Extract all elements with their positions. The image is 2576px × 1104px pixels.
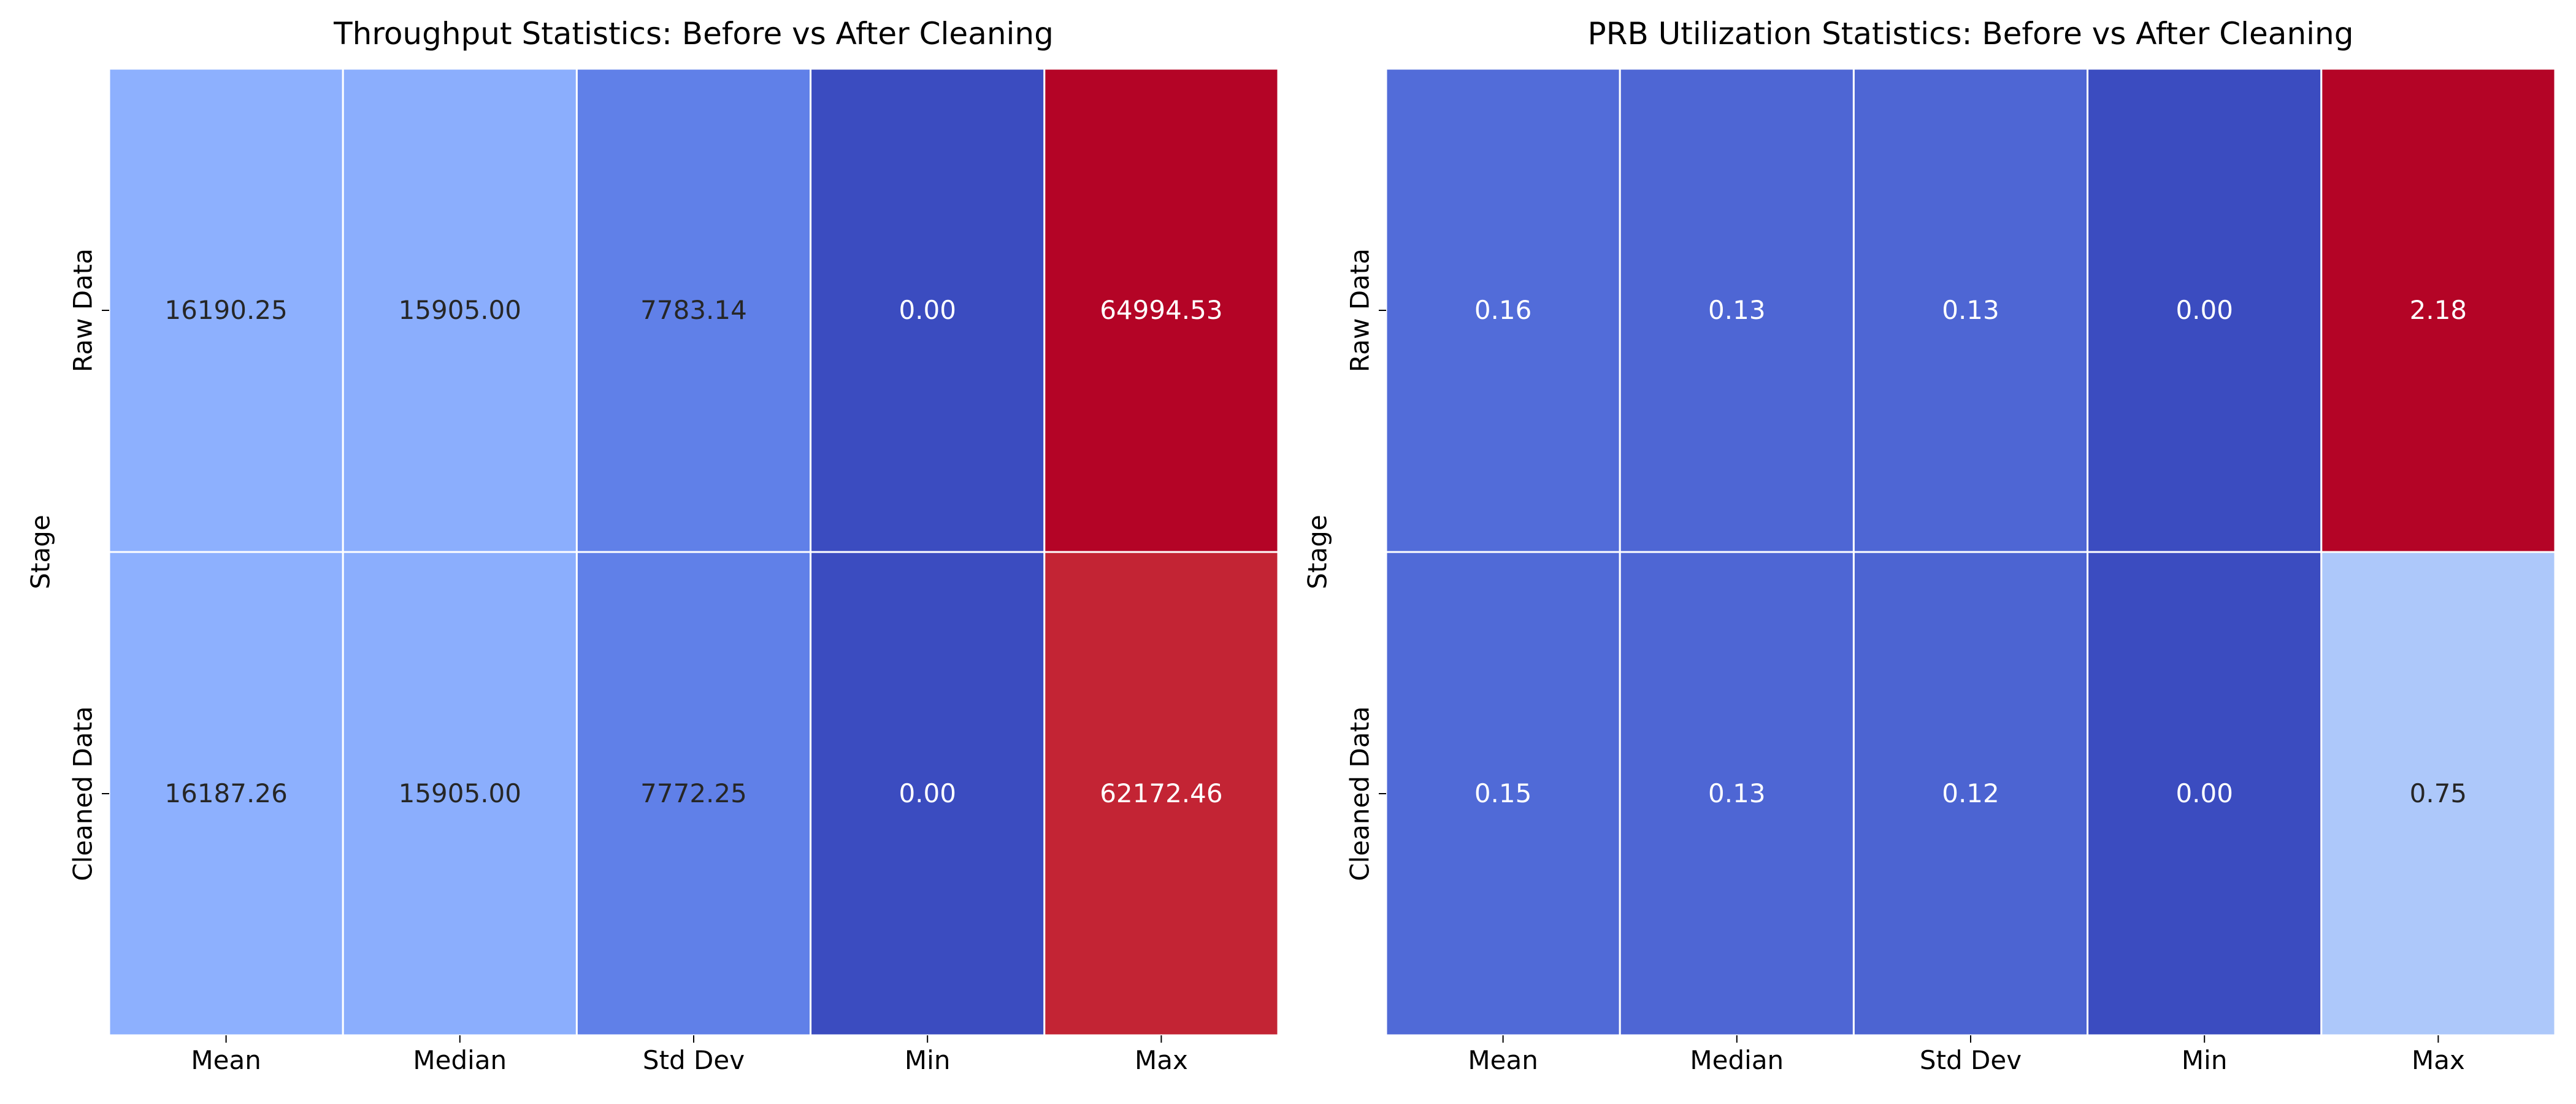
y-tick-label: Raw Data (68, 248, 98, 372)
cell-value-label: 0.00 (899, 295, 956, 325)
y-tick-label: Cleaned Data (1345, 706, 1375, 881)
heatmap-cell (2320, 551, 2556, 1037)
heatmap-cell (108, 67, 344, 553)
y-axis-label: Stage (26, 515, 56, 589)
heatmap-cell (1385, 67, 1621, 553)
heatmap-cell (342, 551, 578, 1037)
x-tick-label: Max (1135, 1045, 1188, 1075)
cell-value-label: 0.16 (1474, 295, 1532, 325)
cell-value-label: 0.13 (1708, 778, 1766, 808)
cell-value-label: 62172.46 (1100, 778, 1222, 808)
x-tick-label: Mean (1468, 1045, 1538, 1075)
heatmap-cell (2087, 551, 2323, 1037)
x-tick-label: Median (413, 1045, 507, 1075)
y-axis-label: Stage (1303, 515, 1333, 589)
cell-value-label: 7783.14 (640, 295, 747, 325)
heatmap-cell (1385, 551, 1621, 1037)
chart-title: Throughput Statistics: Before vs After C… (333, 16, 1054, 52)
cell-value-label: 15905.00 (399, 295, 521, 325)
cell-value-label: 0.00 (2175, 778, 2233, 808)
heatmap-cell (575, 551, 812, 1037)
heatmap-cell (1619, 551, 1855, 1037)
cell-value-label: 0.75 (2410, 778, 2467, 808)
x-tick-label: Min (2182, 1045, 2228, 1075)
cell-value-label: 16190.25 (164, 295, 287, 325)
x-tick-label: Std Dev (1920, 1045, 2022, 1075)
x-tick-label: Std Dev (643, 1045, 745, 1075)
heatmap-cell (1043, 67, 1279, 553)
cell-value-label: 2.18 (2410, 295, 2467, 325)
x-tick-label: Min (905, 1045, 951, 1075)
heatmap-cell (2320, 67, 2556, 553)
cell-value-label: 0.00 (2175, 295, 2233, 325)
chart-title: PRB Utilization Statistics: Before vs Af… (1588, 16, 2354, 52)
heatmap-cell (2087, 67, 2323, 553)
heatmap-panel-2: PRB Utilization Statistics: Before vs Af… (1303, 16, 2556, 1075)
heatmap-cell (108, 551, 344, 1037)
heatmap-cell (1619, 67, 1855, 553)
cell-value-label: 16187.26 (164, 778, 287, 808)
cell-value-label: 15905.00 (399, 778, 521, 808)
cell-value-label: 7772.25 (640, 778, 747, 808)
cell-value-label: 0.12 (1942, 778, 1999, 808)
heatmap-cell (575, 67, 812, 553)
heatmap-cell (1852, 67, 2089, 553)
heatmap-cell (810, 67, 1046, 553)
heatmap-cell (342, 67, 578, 553)
y-tick-label: Cleaned Data (68, 706, 98, 881)
cell-value-label: 0.15 (1474, 778, 1532, 808)
y-tick-label: Raw Data (1345, 248, 1375, 372)
heatmap-panel-1: Throughput Statistics: Before vs After C… (26, 16, 1279, 1075)
cell-value-label: 0.00 (899, 778, 956, 808)
heatmap-cell (1043, 551, 1279, 1037)
x-tick-label: Median (1690, 1045, 1784, 1075)
cell-value-label: 0.13 (1942, 295, 1999, 325)
cell-value-label: 0.13 (1708, 295, 1766, 325)
cell-value-label: 64994.53 (1100, 295, 1222, 325)
x-tick-label: Max (2412, 1045, 2465, 1075)
heatmap-cell (1852, 551, 2089, 1037)
x-tick-label: Mean (191, 1045, 261, 1075)
